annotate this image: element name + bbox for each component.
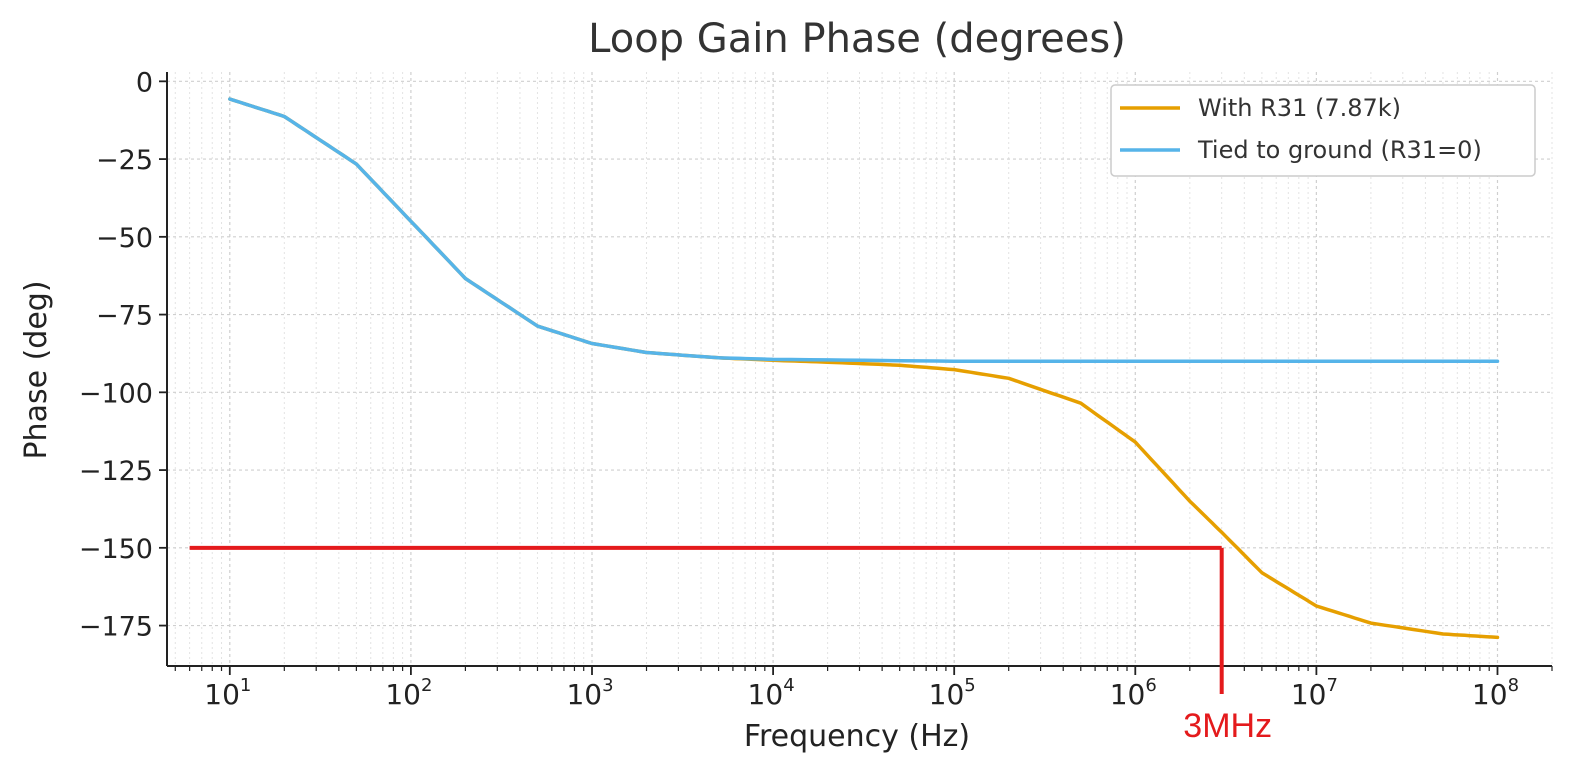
x-tick-exponent: 5: [964, 675, 975, 696]
y-tick-label: −75: [96, 301, 153, 332]
legend: With R31 (7.87k) Tied to ground (R31=0): [1110, 84, 1536, 177]
series-line-with-r31: [228, 97, 1500, 640]
x-tick-label: 101: [204, 675, 251, 711]
x-tick-label: 105: [929, 675, 976, 711]
x-tick-exponent: 2: [421, 675, 432, 696]
x-tick-label: 104: [748, 675, 795, 711]
y-tick-label: −175: [79, 612, 153, 643]
x-tick-exponent: 8: [1508, 675, 1519, 696]
y-ticks: 0 −25 −50 −75 −100 −125 −150 −175: [79, 67, 167, 643]
y-tick-label: −50: [96, 223, 153, 254]
y-tick-label: −25: [96, 145, 153, 176]
x-tick-label: 108: [1472, 675, 1519, 711]
series-layer: [228, 97, 1500, 640]
x-axis-label: Frequency (Hz): [744, 719, 970, 754]
y-axis-label: Phase (deg): [19, 280, 54, 459]
chart-title: Loop Gain Phase (degrees): [588, 16, 1126, 62]
legend-label-tied-to-ground: Tied to ground (R31=0): [1197, 136, 1482, 164]
x-tick-exponent: 3: [602, 675, 613, 696]
legend-label-with-r31: With R31 (7.87k): [1198, 94, 1401, 122]
x-tick-label: 106: [1110, 675, 1157, 711]
x-ticks: 101 102 103 104 105 106 107 108: [174, 666, 1553, 711]
y-tick-label: −100: [79, 378, 153, 409]
x-tick-label: 107: [1291, 675, 1338, 711]
x-tick-label: 102: [385, 675, 432, 711]
y-tick-label: −150: [79, 534, 153, 565]
annotation-layer: 3MHz: [189, 545, 1272, 745]
x-tick-exponent: 4: [783, 675, 794, 696]
x-tick-exponent: 7: [1326, 675, 1337, 696]
x-tick-exponent: 6: [1145, 675, 1156, 696]
annotation-label: 3MHz: [1183, 707, 1272, 745]
y-tick-label: −125: [79, 456, 153, 487]
x-tick-exponent: 1: [240, 675, 251, 696]
series-line-tied-to-ground: [228, 97, 1500, 363]
x-tick-label: 103: [566, 675, 613, 711]
y-tick-label: 0: [136, 67, 153, 98]
legend-box: [1110, 84, 1536, 177]
